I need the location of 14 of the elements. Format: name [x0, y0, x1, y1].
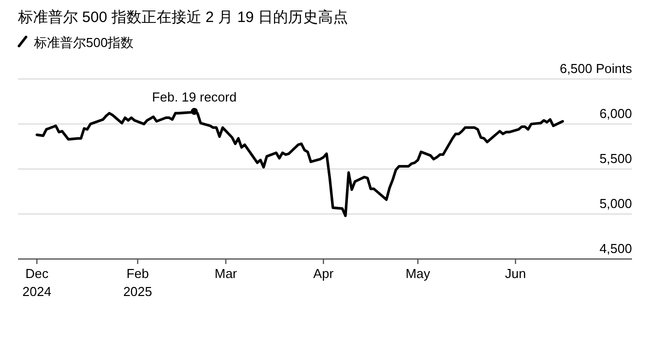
x-tick-label: Apr: [313, 266, 334, 281]
y-tick-label: 6,500 Points: [560, 61, 632, 76]
y-tick-label: 5,000: [599, 196, 632, 211]
x-tick-label: Jun: [505, 266, 526, 281]
legend-label: 标准普尔500指数: [33, 35, 134, 50]
x-tick-label: Mar: [214, 266, 238, 281]
x-tick-label: Dec 2024: [22, 266, 52, 299]
chart-title: 标准普尔 500 指数正在接近 2 月 19 日的历史高点: [17, 9, 348, 26]
y-tick-label: 6,000: [599, 106, 632, 121]
y-tick-label: 5,500: [599, 151, 632, 166]
x-tick-label: Feb 2025: [123, 266, 152, 299]
y-tick-label: 4,500: [599, 241, 632, 256]
x-tick-label: May: [406, 266, 431, 281]
annotation: Feb. 19 record: [152, 89, 237, 104]
